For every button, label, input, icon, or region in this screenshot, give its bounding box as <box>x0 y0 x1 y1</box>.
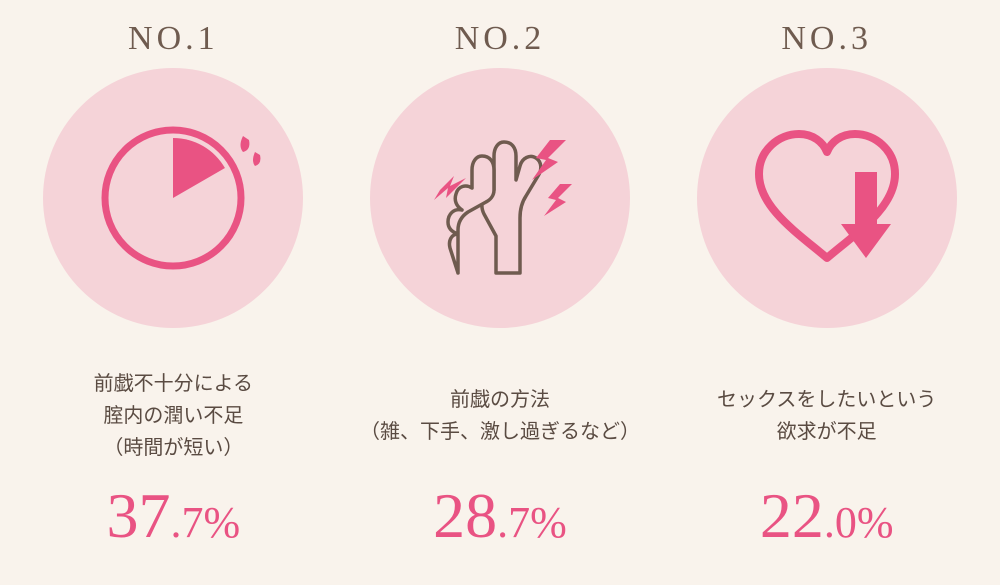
heart-down-icon <box>727 98 927 298</box>
icon-circle <box>697 68 957 328</box>
icon-circle <box>370 68 630 328</box>
rank-label: NO.3 <box>781 20 872 58</box>
clock-drops-icon <box>73 98 273 298</box>
percentage-big: 22 <box>760 480 824 551</box>
ranking-item-2: NO.2 前戯の方法 （雑、下手、激し過ぎるなど） 28.7% <box>337 20 664 548</box>
ranking-item-3: NO.3 セックスをしたいという 欲求が不足 22.0% <box>663 20 990 548</box>
description-text: セックスをしたいという 欲求が不足 <box>717 368 936 464</box>
description-text: 前戯の方法 （雑、下手、激し過ぎるなど） <box>360 368 640 464</box>
rank-label: NO.2 <box>455 20 546 58</box>
percentage-small: .7% <box>497 498 567 547</box>
percentage-value: 37.7% <box>107 484 241 548</box>
percentage-value: 28.7% <box>433 484 567 548</box>
icon-circle <box>43 68 303 328</box>
percentage-big: 37 <box>107 480 171 551</box>
description-text: 前戯不十分による 腟内の潤い不足 （時間が短い） <box>94 368 253 464</box>
percentage-big: 28 <box>433 480 497 551</box>
hands-pain-icon <box>400 98 600 298</box>
infographic-row: NO.1 前戯不十分による 腟内の潤い不足 （時間が短い） 37.7% NO.2 <box>0 0 1000 585</box>
percentage-value: 22.0% <box>760 484 894 548</box>
percentage-small: .7% <box>171 498 241 547</box>
percentage-small: .0% <box>824 498 894 547</box>
rank-label: NO.1 <box>128 20 219 58</box>
ranking-item-1: NO.1 前戯不十分による 腟内の潤い不足 （時間が短い） 37.7% <box>10 20 337 548</box>
